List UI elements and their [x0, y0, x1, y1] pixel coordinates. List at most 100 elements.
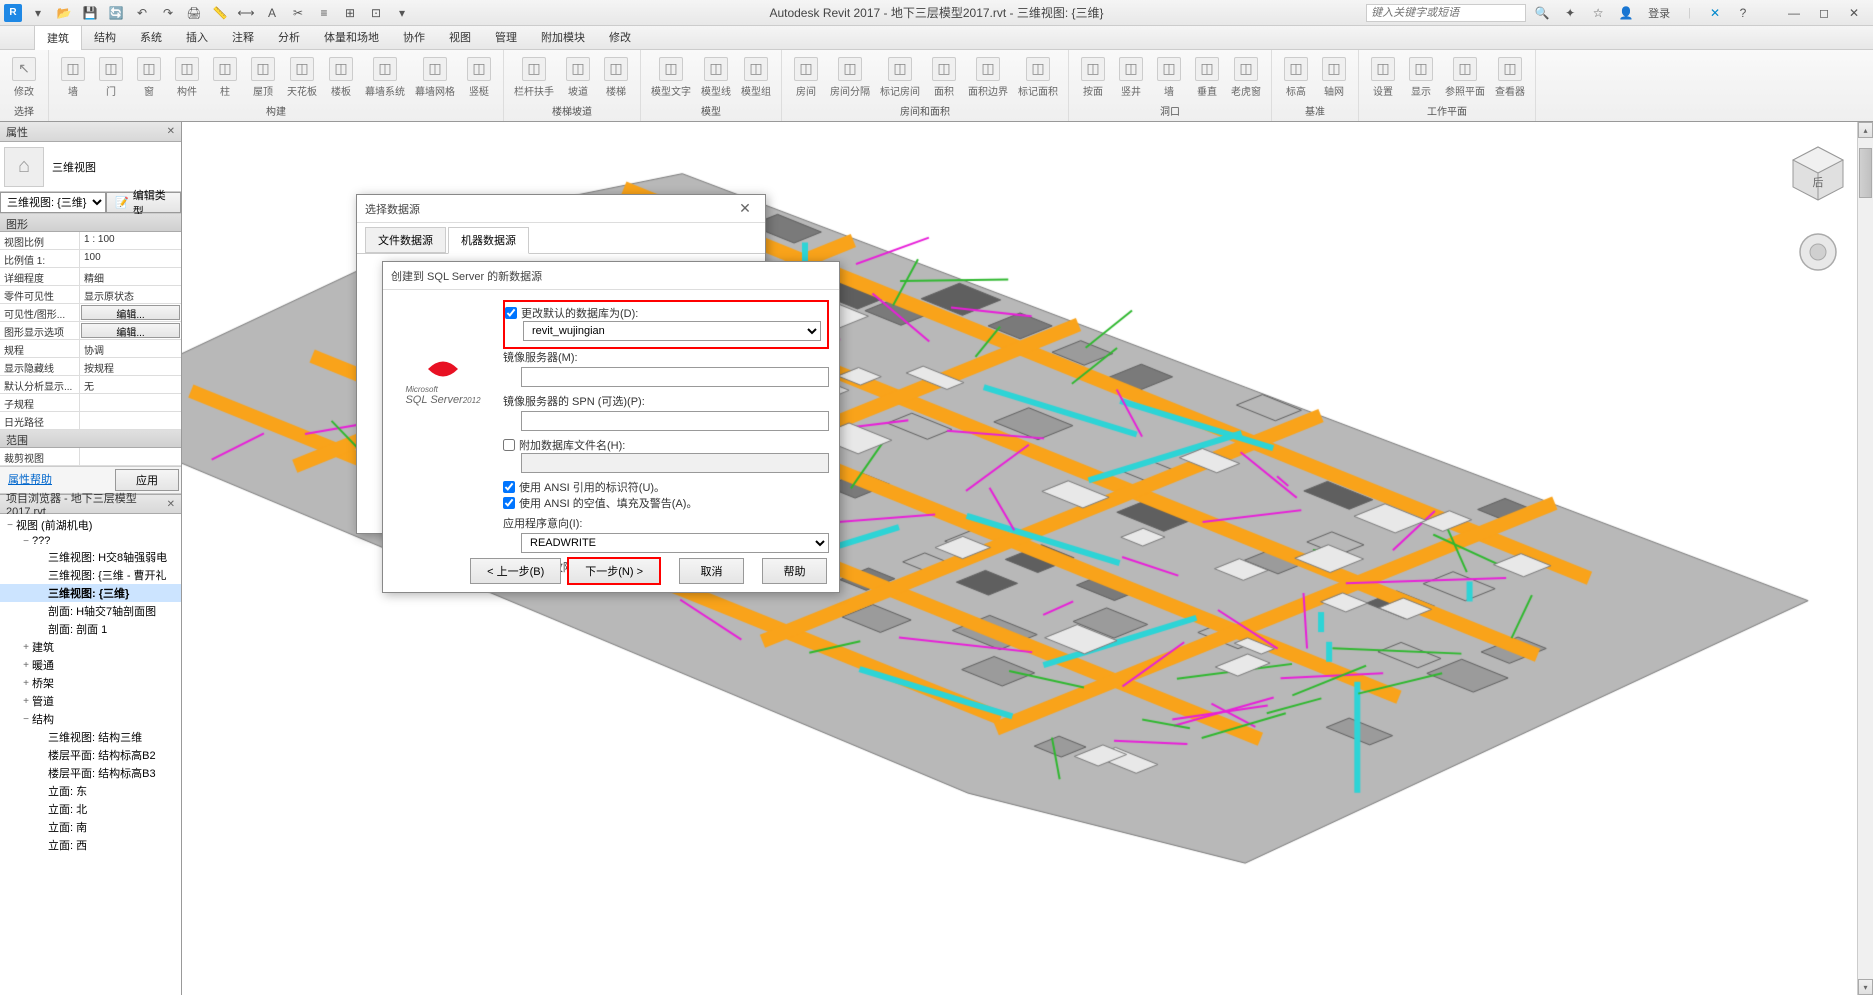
- menu-tab[interactable]: 结构: [82, 25, 128, 50]
- maximize-button[interactable]: ◻: [1809, 3, 1839, 23]
- property-row[interactable]: 图形显示选项编辑...: [0, 322, 181, 340]
- qat-down[interactable]: ▾: [392, 3, 412, 23]
- subscription-icon[interactable]: ✦: [1558, 3, 1582, 23]
- next-button[interactable]: 下一步(N) >: [567, 557, 661, 585]
- ribbon-button[interactable]: ◫模型组: [737, 52, 775, 102]
- close-views-icon[interactable]: ⊞: [340, 3, 360, 23]
- ribbon-button[interactable]: ◫面积: [926, 52, 962, 102]
- undo-icon[interactable]: ↶: [132, 3, 152, 23]
- scroll-down-icon[interactable]: ▾: [1858, 979, 1873, 995]
- back-button[interactable]: < 上一步(B): [470, 558, 561, 584]
- datasource-close-icon[interactable]: ✕: [733, 200, 757, 217]
- ribbon-button[interactable]: ◫楼梯: [598, 52, 634, 102]
- redo-icon[interactable]: ↷: [158, 3, 178, 23]
- ribbon-button[interactable]: ◫设置: [1365, 52, 1401, 102]
- section-icon[interactable]: ✂: [288, 3, 308, 23]
- property-row[interactable]: 视图比例1 : 100: [0, 232, 181, 250]
- property-row[interactable]: 规程协调: [0, 340, 181, 358]
- attach-db-checkbox[interactable]: 附加数据库文件名(H):: [503, 437, 829, 453]
- tree-item[interactable]: 楼层平面: 结构标高B2: [0, 746, 181, 764]
- ribbon-button[interactable]: ◫幕墙网格: [411, 52, 459, 102]
- ribbon-button[interactable]: ◫构件: [169, 52, 205, 102]
- open-icon[interactable]: 📂: [54, 3, 74, 23]
- tree-item[interactable]: +建筑: [0, 638, 181, 656]
- property-row[interactable]: 默认分析显示...无: [0, 376, 181, 394]
- ribbon-button[interactable]: ◫柱: [207, 52, 243, 102]
- ribbon-button[interactable]: ◫栏杆扶手: [510, 52, 558, 102]
- scroll-up-icon[interactable]: ▴: [1858, 122, 1873, 138]
- thin-icon[interactable]: ≡: [314, 3, 334, 23]
- edit-button[interactable]: 编辑...: [81, 305, 180, 320]
- menu-tab[interactable]: 修改: [597, 25, 643, 50]
- tree-toggle-icon[interactable]: +: [20, 642, 32, 653]
- ribbon-button[interactable]: ◫幕墙系统: [361, 52, 409, 102]
- property-row[interactable]: 显示隐藏线按规程: [0, 358, 181, 376]
- project-tree[interactable]: −视图 (前湖机电)−???三维视图: H交8轴强弱电三维视图: {三维 - 曹…: [0, 514, 181, 995]
- tree-item[interactable]: +桥架: [0, 674, 181, 692]
- ribbon-button[interactable]: ◫轴网: [1316, 52, 1352, 102]
- tree-item[interactable]: −???: [0, 534, 181, 548]
- measure-icon[interactable]: 📏: [210, 3, 230, 23]
- sync-icon[interactable]: 🔄: [106, 3, 126, 23]
- ribbon-button[interactable]: ◫按面: [1075, 52, 1111, 102]
- ribbon-button[interactable]: ◫楼板: [323, 52, 359, 102]
- apply-button[interactable]: 应用: [115, 469, 179, 491]
- view-cube[interactable]: 后: [1783, 142, 1853, 212]
- mirror-server-input[interactable]: [521, 367, 829, 387]
- tree-toggle-icon[interactable]: −: [4, 520, 16, 531]
- ribbon-button[interactable]: ◫查看器: [1491, 52, 1529, 102]
- dim-icon[interactable]: ⟷: [236, 3, 256, 23]
- app-intent-select[interactable]: READWRITE: [521, 533, 829, 553]
- ribbon-button[interactable]: ◫房间分隔: [826, 52, 874, 102]
- cancel-button[interactable]: 取消: [679, 558, 744, 584]
- property-row[interactable]: 详细程度精细: [0, 268, 181, 286]
- search-input[interactable]: [1366, 4, 1526, 22]
- tree-item[interactable]: −视图 (前湖机电): [0, 516, 181, 534]
- ribbon-button[interactable]: ◫参照平面: [1441, 52, 1489, 102]
- ribbon-button[interactable]: ◫垂直: [1189, 52, 1225, 102]
- sql-wizard-title-bar[interactable]: 创建到 SQL Server 的新数据源: [383, 262, 839, 290]
- ribbon-button[interactable]: ◫坡道: [560, 52, 596, 102]
- tree-toggle-icon[interactable]: +: [20, 678, 32, 689]
- range-group-header[interactable]: 范围: [0, 430, 181, 448]
- property-row[interactable]: 可见性/图形...编辑...: [0, 304, 181, 322]
- tree-item[interactable]: 三维视图: H交8轴强弱电: [0, 548, 181, 566]
- type-selector[interactable]: ⌂ 三维视图: [0, 142, 181, 192]
- menu-tab[interactable]: 分析: [266, 25, 312, 50]
- qat-dropdown[interactable]: ▾: [28, 3, 48, 23]
- edit-button[interactable]: 编辑...: [81, 323, 180, 338]
- ribbon-button[interactable]: ◫墙: [55, 52, 91, 102]
- tree-item[interactable]: 三维视图: {三维 - 曹开礼: [0, 566, 181, 584]
- change-db-checkbox[interactable]: 更改默认的数据库为(D):: [505, 305, 821, 321]
- ansi-nulls-checkbox[interactable]: 使用 ANSI 的空值、填充及警告(A)。: [503, 495, 829, 511]
- property-row[interactable]: 子规程: [0, 394, 181, 412]
- database-select[interactable]: revit_wujingian: [523, 321, 821, 341]
- graphics-group-header[interactable]: 图形: [0, 214, 181, 232]
- ribbon-button[interactable]: ◫标高: [1278, 52, 1314, 102]
- tree-item[interactable]: 立面: 西: [0, 836, 181, 854]
- tree-toggle-icon[interactable]: +: [20, 696, 32, 707]
- scroll-thumb[interactable]: [1859, 148, 1872, 198]
- ribbon-button[interactable]: ◫显示: [1403, 52, 1439, 102]
- tree-item[interactable]: 三维视图: 结构三维: [0, 728, 181, 746]
- revit-logo[interactable]: R: [4, 4, 22, 22]
- browser-close-icon[interactable]: ✕: [167, 499, 175, 510]
- tree-toggle-icon[interactable]: +: [20, 660, 32, 671]
- help-button[interactable]: 帮助: [762, 558, 827, 584]
- tree-item[interactable]: −结构: [0, 710, 181, 728]
- mirror-spn-input[interactable]: [521, 411, 829, 431]
- tree-item[interactable]: 楼层平面: 结构标高B3: [0, 764, 181, 782]
- tree-toggle-icon[interactable]: −: [20, 714, 32, 725]
- ribbon-button[interactable]: ◫面积边界: [964, 52, 1012, 102]
- menu-tab[interactable]: 附加模块: [529, 25, 597, 50]
- close-button[interactable]: ✕: [1839, 3, 1869, 23]
- tree-item[interactable]: 剖面: 剖面 1: [0, 620, 181, 638]
- property-row[interactable]: 比例值 1:100: [0, 250, 181, 268]
- user-icon[interactable]: 👤: [1614, 3, 1638, 23]
- print-icon[interactable]: 🖨: [184, 3, 204, 23]
- ribbon-button[interactable]: ◫标记房间: [876, 52, 924, 102]
- help-icon[interactable]: ?: [1731, 3, 1755, 23]
- datasource-title-bar[interactable]: 选择数据源 ✕: [357, 195, 765, 223]
- ansi-quoted-checkbox[interactable]: 使用 ANSI 引用的标识符(U)。: [503, 479, 829, 495]
- properties-close-icon[interactable]: ✕: [167, 126, 175, 137]
